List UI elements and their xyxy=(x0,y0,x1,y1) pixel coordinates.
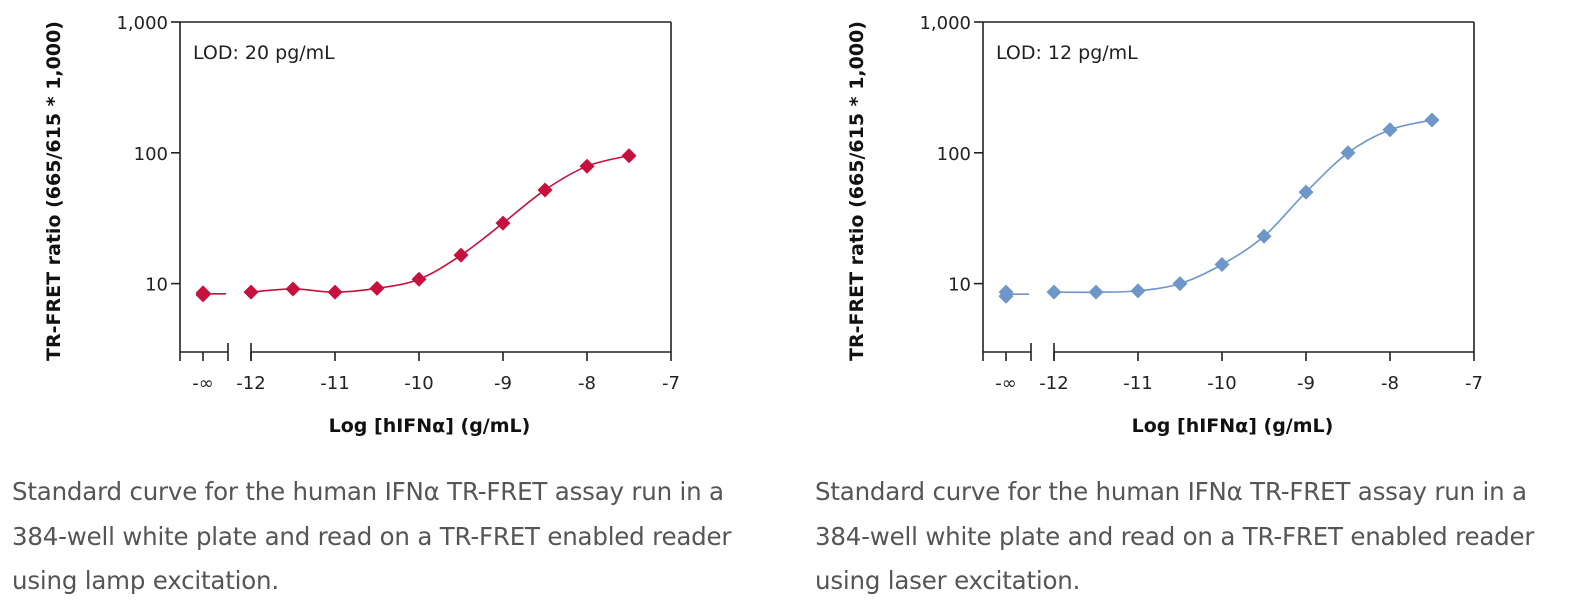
data-point xyxy=(1088,284,1104,300)
x-tick-label: -11 xyxy=(1123,373,1152,394)
chart-caption: Standard curve for the human IFNα TR-FRE… xyxy=(815,477,1535,595)
lod-annotation: LOD: 12 pg/mL xyxy=(996,42,1138,64)
chart-caption: Standard curve for the human IFNα TR-FRE… xyxy=(12,477,732,595)
data-point xyxy=(1046,284,1062,300)
data-point xyxy=(537,182,553,198)
x-tick-label: -7 xyxy=(662,373,680,394)
data-point xyxy=(1172,276,1188,292)
y-tick-label: 100 xyxy=(134,144,168,165)
data-point xyxy=(579,158,595,174)
x-tick-label: -10 xyxy=(1207,373,1236,394)
data-point xyxy=(411,271,427,287)
x-axis-title: Log [hIFNα] (g/mL) xyxy=(329,415,531,437)
data-point xyxy=(495,215,511,231)
y-axis-title: TR-FRET ratio (665/615 * 1,000) xyxy=(846,21,868,361)
data-point xyxy=(621,148,637,164)
data-point xyxy=(1214,256,1230,272)
data-point xyxy=(1298,184,1314,200)
y-tick-label: 1,000 xyxy=(919,13,971,34)
y-tick-label: 100 xyxy=(937,144,971,165)
x-tick-label: -8 xyxy=(1381,373,1399,394)
data-point xyxy=(1424,112,1440,128)
y-axis-title: TR-FRET ratio (665/615 * 1,000) xyxy=(43,21,65,361)
data-point xyxy=(285,281,301,297)
x-tick-label: -9 xyxy=(494,373,512,394)
x-tick-label: -12 xyxy=(236,373,265,394)
fit-curve xyxy=(1050,119,1433,294)
y-tick-label: 10 xyxy=(145,275,168,296)
chart-laser: -∞ -12 -11 -10 -9 -8 -7 10 100 1,000 LOD: 12 pg/mL… xyxy=(846,13,1483,437)
data-point xyxy=(327,284,343,300)
x-tick-label: -10 xyxy=(404,373,433,394)
fit-curve xyxy=(247,154,630,294)
data-point xyxy=(1256,228,1272,244)
x-tick-label: -9 xyxy=(1297,373,1315,394)
data-point xyxy=(1130,283,1146,299)
x-tick-label: -7 xyxy=(1465,373,1483,394)
x-tick-label: -∞ xyxy=(192,373,214,394)
chart-panel-laser: -∞ -12 -11 -10 -9 -8 -7 10 100 1,000 LOD: 12 pg/mL… xyxy=(803,0,1582,606)
y-tick-label: 10 xyxy=(948,275,971,296)
x-tick-label: -12 xyxy=(1039,373,1068,394)
data-point xyxy=(243,284,259,300)
x-tick-label: -11 xyxy=(320,373,349,394)
data-point xyxy=(369,280,385,296)
data-point xyxy=(1382,122,1398,138)
x-axis-title: Log [hIFNα] (g/mL) xyxy=(1132,415,1334,437)
chart-panel-lamp: -∞ -12 -11 -10 -9 -8 -7 10 100 1,000 LOD: 20 pg/mL… xyxy=(0,0,790,606)
y-tick-label: 1,000 xyxy=(116,13,168,34)
x-tick-label: -8 xyxy=(578,373,596,394)
chart-lamp: -∞ -12 -11 -10 -9 -8 -7 10 100 1,000 LOD: 20 pg/mL… xyxy=(43,13,680,437)
data-point xyxy=(1340,145,1356,161)
data-point xyxy=(453,247,469,263)
lod-annotation: LOD: 20 pg/mL xyxy=(193,42,335,64)
x-tick-label: -∞ xyxy=(995,373,1017,394)
data-point-zero-dose xyxy=(195,285,211,301)
data-point-zero-dose xyxy=(998,284,1014,300)
